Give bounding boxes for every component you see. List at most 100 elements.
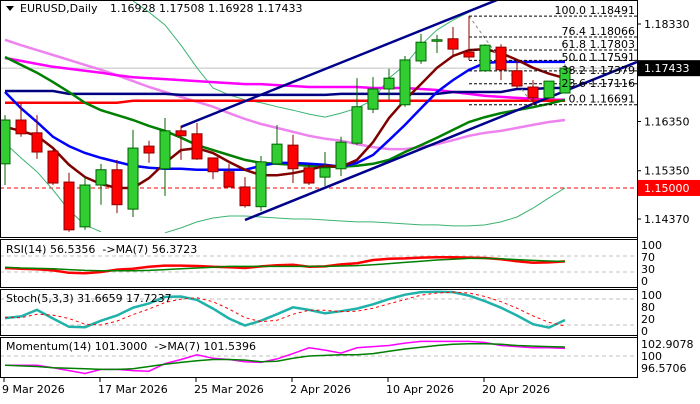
candle <box>431 34 443 54</box>
sto-axis-label: 100 <box>641 289 662 302</box>
candle <box>399 56 411 107</box>
candle-body <box>207 157 219 173</box>
candle-body <box>463 51 475 58</box>
main-panel[interactable] <box>0 0 638 238</box>
mom-series-line <box>5 340 566 375</box>
candle <box>463 16 475 60</box>
alert-level-box <box>638 179 700 196</box>
candle <box>111 159 123 214</box>
candle-body <box>511 70 523 87</box>
ma-blue-line <box>4 60 565 172</box>
candle-body <box>15 119 27 135</box>
candle <box>495 44 507 81</box>
candle-body <box>223 171 235 188</box>
rsi-axis-label: 30 <box>641 263 655 276</box>
candle <box>79 177 91 230</box>
candle <box>287 134 299 184</box>
candle-body <box>271 143 283 165</box>
price-tick-label: 1.15350 <box>644 165 690 178</box>
fibonacci-level-label: 61.8 1.17803 <box>562 38 635 51</box>
symbol-timeframe: EURUSD,Daily <box>20 2 98 15</box>
date-axis[interactable]: 9 Mar 2026 17 Mar 2026 25 Mar 2026 2 Apr 20… <box>2 378 550 396</box>
mom-axis-label: 102.9078 <box>641 338 694 351</box>
candle-body <box>191 133 203 160</box>
candle-body <box>351 106 363 144</box>
rsi-plot <box>1 255 637 275</box>
stoch-plot <box>1 290 637 329</box>
ma-green-line <box>4 55 566 169</box>
candle <box>1 115 11 186</box>
candle-body <box>79 184 91 228</box>
candle-body <box>255 161 267 208</box>
candle-body <box>303 167 315 184</box>
ma-red-line <box>5 99 565 105</box>
date-tick-label: 9 Mar 2026 <box>2 383 65 396</box>
triangle-down-icon[interactable] <box>6 6 14 11</box>
current-price-box <box>638 60 700 77</box>
candle <box>271 124 283 165</box>
candle <box>127 129 139 218</box>
momentum-label: Momentum(14) 101.3000 ->MA(7) 101.5396 <box>6 340 256 353</box>
sto-axis-label: 20 <box>641 313 655 326</box>
candle-body <box>431 39 443 42</box>
sto-axis-label: 80 <box>641 301 655 314</box>
candle <box>159 118 171 196</box>
candle <box>223 163 235 188</box>
bollinger-upper-line <box>132 1 486 118</box>
candle-body <box>527 86 539 99</box>
rsi-axis-label: 0 <box>641 275 648 288</box>
date-tick-label: 10 Apr 2026 <box>386 383 454 396</box>
candle-body <box>383 77 395 90</box>
candle <box>15 102 27 137</box>
channel-lower-line <box>244 60 637 222</box>
candle <box>383 68 395 100</box>
candle-body <box>543 80 555 99</box>
candle-body <box>1 119 11 165</box>
candle <box>415 33 427 64</box>
candle-body <box>399 59 411 106</box>
fibonacci-level-label: 50.0 1.17591 <box>562 51 635 64</box>
date-tick-label: 17 Mar 2026 <box>98 383 168 396</box>
candle <box>351 78 363 146</box>
candle-body <box>31 132 43 153</box>
candle-body <box>239 186 251 207</box>
candle-body <box>143 145 155 154</box>
ohlc-readout: 1.16928 1.17508 1.16928 1.17433 <box>110 2 302 15</box>
candle <box>239 177 251 208</box>
sto-series-line <box>4 291 566 327</box>
candle <box>367 77 379 114</box>
candle <box>95 163 107 205</box>
bollinger-lower-line <box>164 187 566 234</box>
mom-axis-label: 96.5706 <box>641 362 687 375</box>
momentum-panel[interactable] <box>0 337 638 378</box>
candle-body <box>335 141 347 170</box>
mom-axis-label: 100 <box>641 350 662 363</box>
rsi-label: RSI(14) 56.5356 ->MA(7) 56.3723 <box>6 243 197 256</box>
candle <box>479 44 491 72</box>
date-tick-label: 20 Apr 2026 <box>482 383 550 396</box>
alert-level-label: 1.15000 <box>644 182 690 195</box>
candle <box>255 155 267 212</box>
candle-body <box>47 150 59 184</box>
candle <box>47 150 59 186</box>
candle <box>31 115 43 159</box>
candle <box>559 64 571 94</box>
fibonacci-level-label: 76.4 1.18066 <box>562 25 635 38</box>
price-tick-label: 1.14370 <box>644 213 690 226</box>
date-tick-label: 25 Mar 2026 <box>194 383 264 396</box>
candle <box>319 152 331 186</box>
rsi-axis-label: 100 <box>641 239 662 252</box>
stoch-label: Stoch(5,3,3) 31.6659 17.7237 <box>6 292 172 305</box>
candle-body <box>159 130 171 170</box>
price-plot <box>1 1 637 234</box>
candle-body <box>447 38 459 50</box>
price-axis[interactable]: 1.18330 1.16350 1.15350 1.14370 1.17433 1.150… <box>637 0 700 378</box>
candle <box>511 59 523 89</box>
fibonacci-level-label: 23.6 1.17116 <box>562 77 635 90</box>
candle <box>207 157 219 180</box>
candle-body <box>95 169 107 186</box>
candle-body <box>63 181 75 231</box>
price-tick-label: 1.18330 <box>644 18 690 31</box>
